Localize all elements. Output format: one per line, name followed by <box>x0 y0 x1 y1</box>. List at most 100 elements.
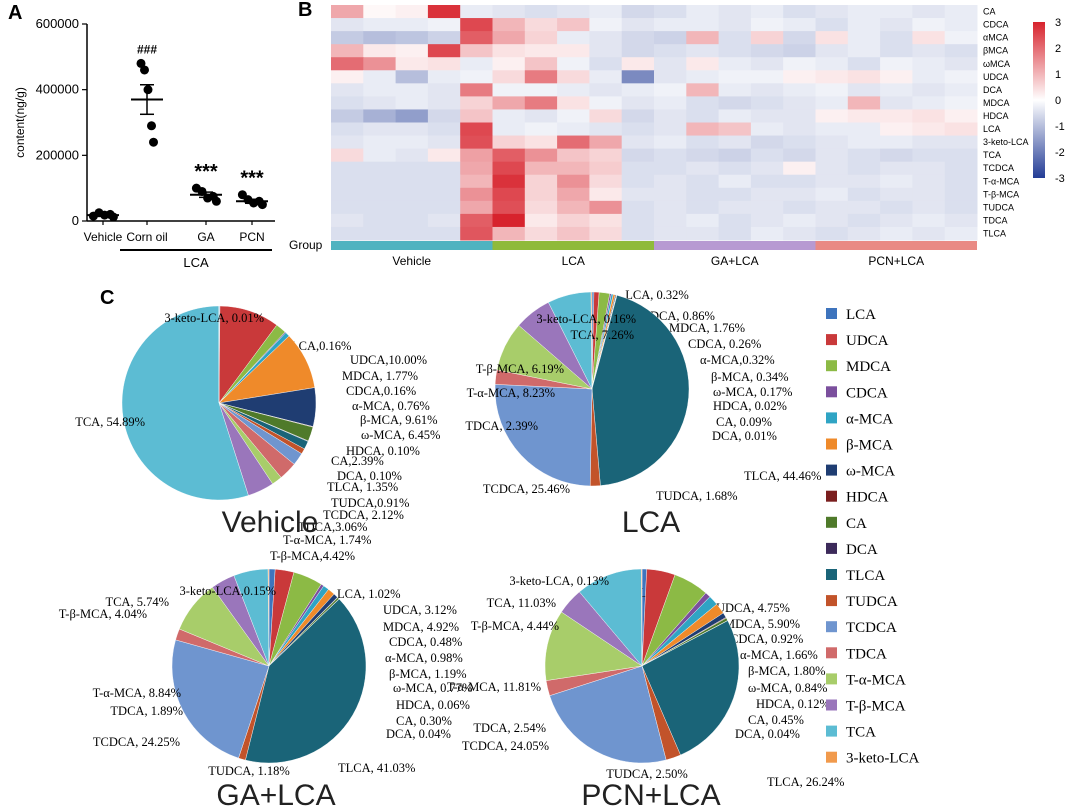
heatmap-cell <box>783 109 816 123</box>
heatmap-row-label: αMCA <box>983 33 1008 43</box>
pie-slice-label: β-MCA, 9.61% <box>360 413 438 427</box>
pie-slice-label: CDCA,0.16% <box>346 384 416 398</box>
heatmap-cell <box>621 109 655 123</box>
pie-slice-label: TDCA, 1.89% <box>110 704 183 718</box>
group-label: PCN+LCA <box>868 254 924 268</box>
heatmap-cell <box>815 70 849 84</box>
heatmap-cell <box>880 18 913 32</box>
heatmap-cell <box>395 96 429 110</box>
heatmap-cell <box>815 83 849 97</box>
heatmap-cell <box>815 148 849 163</box>
heatmap-cell <box>395 200 429 215</box>
legend-label: ω-MCA <box>846 464 895 480</box>
heatmap-cell <box>654 174 687 189</box>
heatmap-cell <box>524 174 558 189</box>
pie-slice-label: TLCA, 26.24% <box>767 775 844 789</box>
heatmap-cell <box>912 174 946 189</box>
pie-slice-label: ω-MCA, 0.17% <box>713 385 792 399</box>
heatmap-cell <box>460 109 493 123</box>
heatmap-cell <box>686 57 720 71</box>
colorbar <box>1033 22 1045 178</box>
pie-legend: LCA UDCA MDCA CDCA α-MCA β-MCA ω-MCA HDCA CA DCA T… <box>826 307 919 767</box>
legend-label: LCA <box>846 307 876 323</box>
legend-label: DCA <box>846 542 878 558</box>
heatmap-cell <box>654 70 687 84</box>
pie-slice-label: MDCA, 1.77% <box>342 369 418 383</box>
legend-swatch <box>826 334 837 346</box>
heatmap-row-label: CA <box>983 7 996 17</box>
heatmap-cell <box>557 109 590 123</box>
heatmap-cell <box>492 122 526 137</box>
heatmap-cell <box>654 122 687 137</box>
pie-slice-label: DCA, 0.04% <box>386 727 451 741</box>
heatmap-cell <box>750 5 784 19</box>
heatmap-cell <box>750 70 784 84</box>
heatmap-cell <box>815 96 849 110</box>
pie-slice-label: UDCA,10.00% <box>350 353 427 367</box>
heatmap-cell <box>847 96 881 110</box>
heatmap-cell <box>331 109 364 123</box>
heatmap-cell <box>524 200 558 215</box>
pie-slice-label: T-α-MCA, 8.23% <box>467 386 555 400</box>
heatmap-cell <box>589 187 623 202</box>
heatmap-cell <box>880 174 913 189</box>
heatmap-cell <box>492 161 526 176</box>
heatmap-cell <box>686 213 720 228</box>
pie-slice-label: CA, 0.30% <box>396 714 452 728</box>
heatmap-cell <box>912 96 946 110</box>
heatmap-cell <box>880 213 913 228</box>
heatmap-cell <box>557 31 590 45</box>
heatmap-cell <box>944 70 978 84</box>
data-point <box>149 137 158 147</box>
pie-slice-label: β-MCA, 1.19% <box>389 667 467 681</box>
heatmap-cell <box>815 109 849 123</box>
heatmap-cell <box>621 96 655 110</box>
pie-slice-label: TCA, 54.89% <box>75 415 145 429</box>
heatmap-cell <box>363 83 397 97</box>
heatmap-cell <box>750 200 784 215</box>
heatmap-cell <box>524 70 558 84</box>
heatmap-cell <box>524 135 558 150</box>
heatmap-cell <box>944 18 978 32</box>
pie-slice-label: α-MCA, 1.66% <box>740 648 818 662</box>
heatmap-cell <box>815 44 849 58</box>
heatmap-cell <box>815 226 849 241</box>
heatmap-cell <box>686 161 720 176</box>
heatmap-cell <box>492 96 526 110</box>
pie-slice <box>549 665 667 764</box>
data-point <box>147 121 156 131</box>
heatmap-cell <box>621 31 655 45</box>
heatmap-cell <box>363 161 397 176</box>
legend-swatch <box>826 490 837 502</box>
heatmap-cell <box>686 44 720 58</box>
heatmap-cell <box>750 83 784 97</box>
heatmap-cell <box>331 44 364 58</box>
heatmap-cell <box>718 122 752 137</box>
heatmap-cell <box>783 83 816 97</box>
heatmap-cell <box>363 5 397 19</box>
heatmap-cell <box>557 213 590 228</box>
pie-slice <box>579 568 643 667</box>
heatmap-cell <box>589 161 623 176</box>
legend-label: HDCA <box>846 490 889 506</box>
heatmap-cell <box>621 161 655 176</box>
data-point <box>108 212 118 222</box>
heatmap-cell <box>363 200 397 215</box>
heatmap-cell <box>944 96 978 110</box>
heatmap-cell <box>589 213 623 228</box>
heatmap-cell <box>331 5 364 19</box>
heatmap-cell <box>944 213 978 228</box>
heatmap-cell <box>363 174 397 189</box>
data-point <box>140 65 149 75</box>
legend-swatch <box>826 516 837 528</box>
heatmap-cell <box>847 57 881 71</box>
pie-slice <box>121 305 249 501</box>
pie-slice-label: CDCA, 0.92% <box>730 632 803 646</box>
heatmap-cell <box>492 5 526 19</box>
pie-slice-label: CA,2.39% <box>331 454 384 468</box>
heatmap-cell <box>589 31 623 45</box>
heatmap-cell <box>589 5 623 19</box>
heatmap-cell <box>718 135 752 150</box>
heatmap-cell <box>621 18 655 32</box>
legend-label: UDCA <box>846 333 889 349</box>
